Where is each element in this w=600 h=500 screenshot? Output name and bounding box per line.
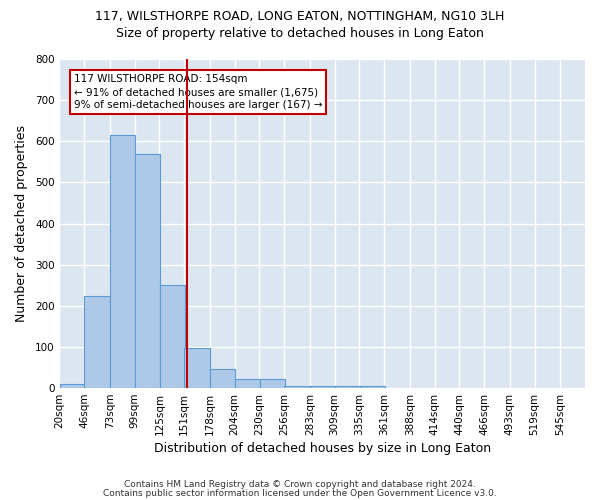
Bar: [235, 379, 260, 388]
Text: Contains HM Land Registry data © Crown copyright and database right 2024.: Contains HM Land Registry data © Crown c…: [124, 480, 476, 489]
Text: 117, WILSTHORPE ROAD, LONG EATON, NOTTINGHAM, NG10 3LH: 117, WILSTHORPE ROAD, LONG EATON, NOTTIN…: [95, 10, 505, 23]
Bar: [335, 386, 360, 388]
Text: 117 WILSTHORPE ROAD: 154sqm
← 91% of detached houses are smaller (1,675)
9% of s: 117 WILSTHORPE ROAD: 154sqm ← 91% of det…: [74, 74, 322, 110]
Bar: [135, 154, 160, 388]
Bar: [284, 386, 310, 388]
Bar: [160, 285, 185, 388]
Bar: [85, 296, 110, 388]
Y-axis label: Number of detached properties: Number of detached properties: [15, 125, 28, 322]
Bar: [59, 384, 85, 388]
Text: Contains public sector information licensed under the Open Government Licence v3: Contains public sector information licen…: [103, 490, 497, 498]
Bar: [210, 369, 235, 388]
Bar: [110, 135, 136, 388]
X-axis label: Distribution of detached houses by size in Long Eaton: Distribution of detached houses by size …: [154, 442, 491, 455]
Text: Size of property relative to detached houses in Long Eaton: Size of property relative to detached ho…: [116, 28, 484, 40]
Bar: [310, 386, 335, 388]
Bar: [260, 379, 285, 388]
Bar: [359, 386, 385, 388]
Bar: [184, 348, 209, 388]
